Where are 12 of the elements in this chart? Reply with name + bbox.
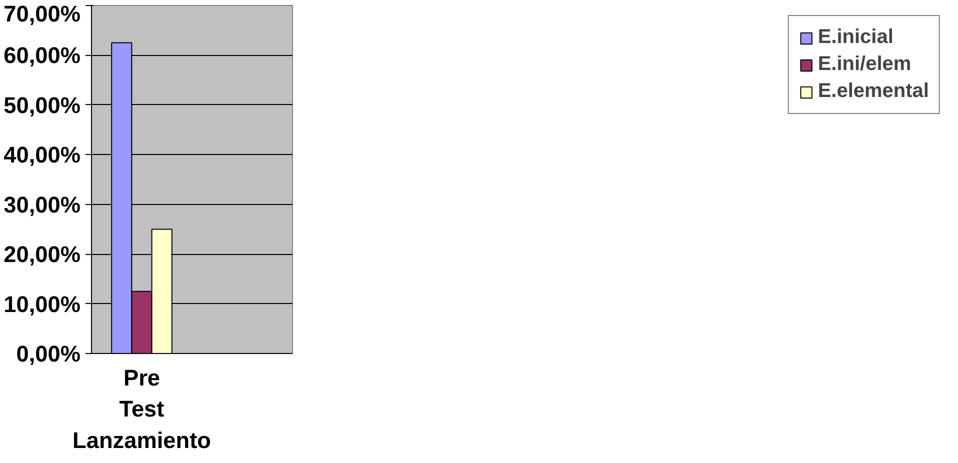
y-tick-label: 40,00% — [4, 142, 81, 168]
y-tick-label: 10,00% — [4, 290, 81, 317]
y-tick-label: 20,00% — [4, 241, 81, 268]
legend-label: E.elemental — [818, 80, 929, 103]
x-tick-label: Pre Test Lanzamiento — [72, 364, 211, 453]
y-tick-label: 50,00% — [4, 92, 81, 118]
y-tick-label: 0,00% — [16, 340, 81, 366]
y-tick-label: 60,00% — [4, 42, 81, 68]
legend-label: E.inicial — [818, 26, 894, 49]
legend-label: E.ini/elem — [818, 53, 912, 76]
y-tick-label: 30,00% — [4, 191, 81, 218]
y-tick-label: 70,00% — [4, 0, 81, 26]
